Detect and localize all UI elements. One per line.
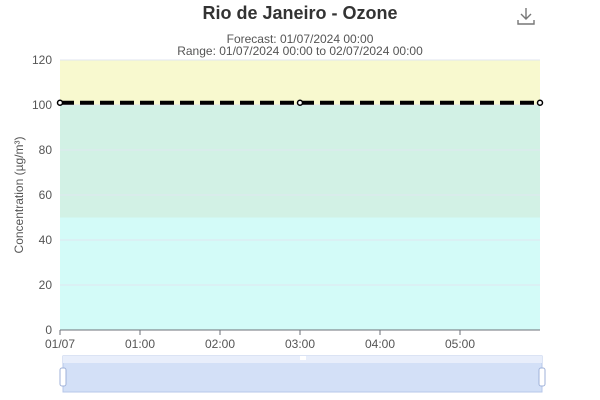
y-axis-ticks: 0 20 40 60 80 100 120 [32, 53, 52, 337]
x-tick-label: 01/07 [45, 337, 75, 351]
y-tick-label: 120 [32, 53, 52, 67]
threshold-band-0 [60, 217, 540, 330]
y-tick-label: 60 [39, 188, 53, 202]
series-point-0 [56, 99, 64, 106]
zoom-slider[interactable] [59, 355, 546, 393]
x-axis: 01/07 01:00 02:00 03:00 04:00 05:00 [45, 329, 540, 351]
x-tick-label: 04:00 [365, 337, 395, 351]
threshold-band-1 [60, 105, 540, 218]
x-tick-label: 02:00 [205, 337, 235, 351]
x-tick-label: 01:00 [125, 337, 155, 351]
y-tick-label: 40 [39, 233, 53, 247]
zoom-slider-left-handle[interactable] [59, 367, 67, 387]
grid-lines [60, 59, 540, 286]
threshold-band-2 [60, 60, 540, 105]
zoom-slider-right-handle[interactable] [538, 367, 546, 387]
chart-title: Rio de Janeiro - Ozone [202, 3, 397, 23]
series-point-2 [536, 99, 544, 106]
x-tick-label: 05:00 [445, 337, 475, 351]
x-tick-label: 03:00 [285, 337, 315, 351]
series-group [56, 99, 544, 106]
y-tick-label: 20 [39, 278, 53, 292]
chart-subtitle-forecast: Forecast: 01/07/2024 00:00 [227, 32, 374, 46]
zoom-slider-move-handle[interactable] [300, 356, 306, 360]
threshold-bands [60, 60, 540, 330]
y-tick-label: 80 [39, 143, 53, 157]
y-tick-label: 0 [45, 323, 52, 337]
y-axis-label: Concentration (µg/m³) [12, 137, 26, 254]
y-tick-label: 100 [32, 98, 52, 112]
chart-subtitle-range: Range: 01/07/2024 00:00 to 02/07/2024 00… [177, 44, 423, 58]
series-point-1 [296, 99, 304, 106]
download-icon[interactable] [514, 4, 538, 28]
